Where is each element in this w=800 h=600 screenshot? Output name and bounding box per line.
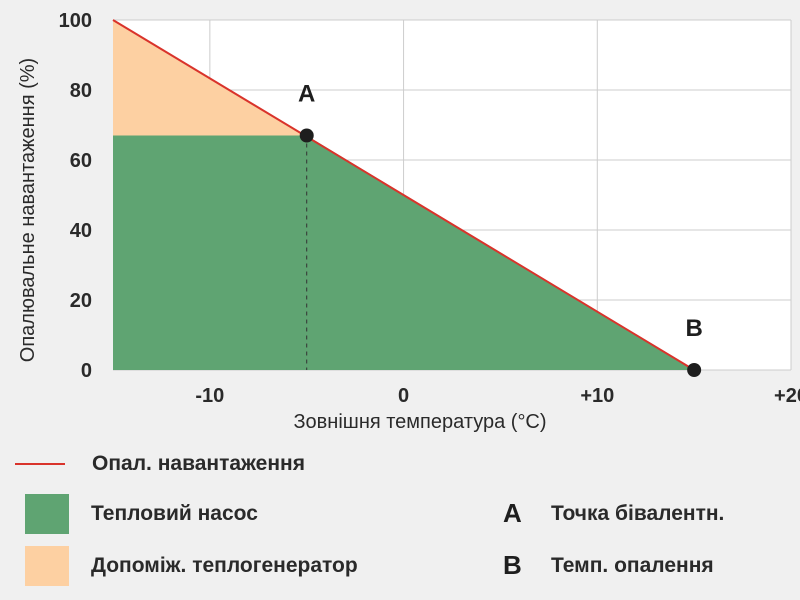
legend-item-load-line: Опал. навантаження <box>0 452 305 476</box>
x-tick-label: -10 <box>195 385 224 407</box>
y-tick-label: 40 <box>70 220 92 242</box>
y-tick-label: 0 <box>81 360 92 382</box>
y-tick-label: 80 <box>70 80 92 102</box>
heating-load-chart: AB -100+10+20020406080100 Зовнішня темпе… <box>17 10 800 433</box>
legend-item-heat-pump: Тепловий насос <box>0 494 258 534</box>
x-tick-label: +10 <box>580 385 614 407</box>
heat-pump-area <box>113 135 695 370</box>
point-a <box>299 128 314 143</box>
legend-item-point-a: A Точка бівалентн. <box>503 498 724 529</box>
legend-label-load: Опал. навантаження <box>92 452 305 475</box>
y-tick-label: 60 <box>70 150 92 172</box>
x-tick-label: +20 <box>774 385 800 407</box>
x-axis-title: Зовнішня температура (°C) <box>293 411 546 433</box>
x-tick-label: 0 <box>398 385 409 407</box>
point-label-b: B <box>685 315 702 342</box>
tick-labels: -10 0 +10 +20 0 20 40 60 80 100 <box>59 10 800 407</box>
y-axis-title: Опалювальне навантаження (%) <box>17 58 39 362</box>
legend-label-point-b: Темп. опалення <box>551 553 714 577</box>
legend-label-heat-pump: Тепловий насос <box>91 502 258 525</box>
point-b <box>687 363 702 377</box>
point-label-a: A <box>298 81 315 108</box>
load-lines <box>112 19 695 371</box>
legend-key-b: B <box>503 550 522 580</box>
legend-aux-swatch <box>25 546 69 586</box>
legend: Опал. навантаження Тепловий насос Допомі… <box>0 440 800 600</box>
heating-load-line <box>112 19 695 371</box>
legend-item-auxiliary: Допоміж. теплогенератор <box>0 546 358 586</box>
legend-label-aux: Допоміж. теплогенератор <box>91 554 358 577</box>
marker-points: AB <box>298 81 703 377</box>
y-tick-label: 20 <box>70 290 92 312</box>
legend-label-point-a: Точка бівалентн. <box>551 501 725 525</box>
legend-item-point-b: B Темп. опалення <box>503 550 714 581</box>
legend-line-swatch <box>15 463 65 465</box>
legend-heat-pump-swatch <box>25 494 69 534</box>
y-tick-label: 100 <box>59 10 92 32</box>
legend-key-a: A <box>503 498 522 528</box>
